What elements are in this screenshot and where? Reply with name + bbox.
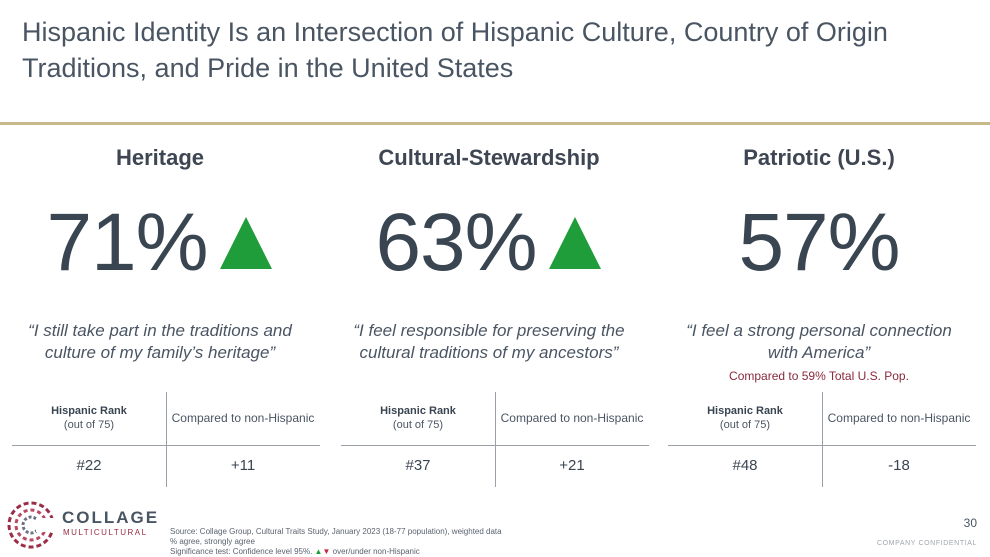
trait-quote: “I feel responsible for preserving the c…: [353, 321, 625, 362]
compare-header: Compared to non-Hispanic: [500, 411, 644, 425]
rank-header-label: Hispanic Rank: [707, 405, 783, 417]
compare-value: -18: [888, 457, 910, 474]
footnote-agree: % agree, strongly agree: [170, 537, 255, 546]
down-triangle-icon: ▼: [322, 547, 331, 556]
trait-heading: Heritage: [115, 145, 205, 170]
page-number: 30: [963, 516, 977, 530]
footnote-significance: Significance test: Confidence level 95%.…: [170, 547, 502, 557]
rank-header: Hispanic Rank (out of 75): [12, 404, 166, 432]
rank-header-label: Hispanic Rank: [380, 405, 456, 417]
compare-value: +11: [230, 457, 256, 474]
rank-value: #37: [405, 457, 431, 474]
rank-value: #48: [732, 457, 758, 474]
trait-column-cultural-stewardship: Cultural-Stewardship 63% “I feel respons…: [339, 138, 639, 390]
table-divider: [166, 392, 167, 487]
trait-stat-row: 57%: [669, 188, 969, 298]
trait-percent: 57%: [738, 197, 900, 288]
up-triangle-icon: ▲: [314, 547, 323, 556]
footnote-sig-prefix: Significance test: Confidence level 95%.: [170, 547, 313, 556]
compare-header: Compared to non-Hispanic: [827, 411, 971, 425]
table-divider: [12, 445, 320, 446]
collage-logo: COLLAGE MULTICULTURAL: [6, 498, 160, 554]
collage-logo-mark-icon: [7, 501, 56, 549]
table-divider: [668, 445, 976, 446]
trait-quote: “I still take part in the traditions and…: [28, 321, 292, 362]
footnote-sig-suffix: over/under non-Hispanic: [332, 547, 420, 556]
total-pop-compare-note: Compared to 59% Total U.S. Pop.: [729, 369, 909, 383]
compare-value: +21: [559, 457, 585, 474]
significant-up-triangle-icon: [219, 217, 272, 269]
slide-title: Hispanic Identity Is an Intersection of …: [22, 17, 888, 83]
trait-stat-row: 71%: [10, 188, 310, 298]
compare-header: Compared to non-Hispanic: [171, 411, 315, 425]
trait-percent: 63%: [375, 197, 537, 288]
rank-header: Hispanic Rank (out of 75): [341, 404, 495, 432]
rank-header-sub: (out of 75): [63, 419, 115, 431]
trait-quote: “I feel a strong personal connection wit…: [686, 321, 952, 362]
trait-column-patriotic: Patriotic (U.S.) 57% “I feel a strong pe…: [669, 138, 969, 384]
trait-heading: Patriotic (U.S.): [743, 145, 895, 170]
rank-value: #22: [76, 457, 102, 474]
source-footnote: Source: Collage Group, Cultural Traits S…: [170, 527, 502, 557]
table-divider: [822, 392, 823, 487]
logo-name: COLLAGE: [62, 508, 160, 527]
title-divider: [0, 122, 990, 125]
logo-subname: MULTICULTURAL: [63, 528, 148, 537]
trait-stat-row: 63%: [339, 188, 639, 298]
significant-up-triangle-icon: [548, 217, 601, 269]
rank-header-label: Hispanic Rank: [51, 405, 127, 417]
rank-header: Hispanic Rank (out of 75): [668, 404, 822, 432]
trait-percent: 71%: [46, 197, 208, 288]
rank-header-sub: (out of 75): [719, 419, 771, 431]
table-divider: [495, 392, 496, 487]
footnote-source: Source: Collage Group, Cultural Traits S…: [170, 527, 502, 536]
table-divider: [341, 445, 649, 446]
trait-column-heritage: Heritage 71% “I still take part in the t…: [10, 138, 310, 390]
rank-table-cultural-stewardship: Hispanic Rank (out of 75) Compared to no…: [341, 392, 649, 487]
rank-header-sub: (out of 75): [392, 419, 444, 431]
rank-table-heritage: Hispanic Rank (out of 75) Compared to no…: [12, 392, 320, 487]
rank-table-patriotic: Hispanic Rank (out of 75) Compared to no…: [668, 392, 976, 487]
trait-heading: Cultural-Stewardship: [378, 145, 600, 170]
confidential-label: COMPANY CONFIDENTIAL: [876, 540, 977, 547]
